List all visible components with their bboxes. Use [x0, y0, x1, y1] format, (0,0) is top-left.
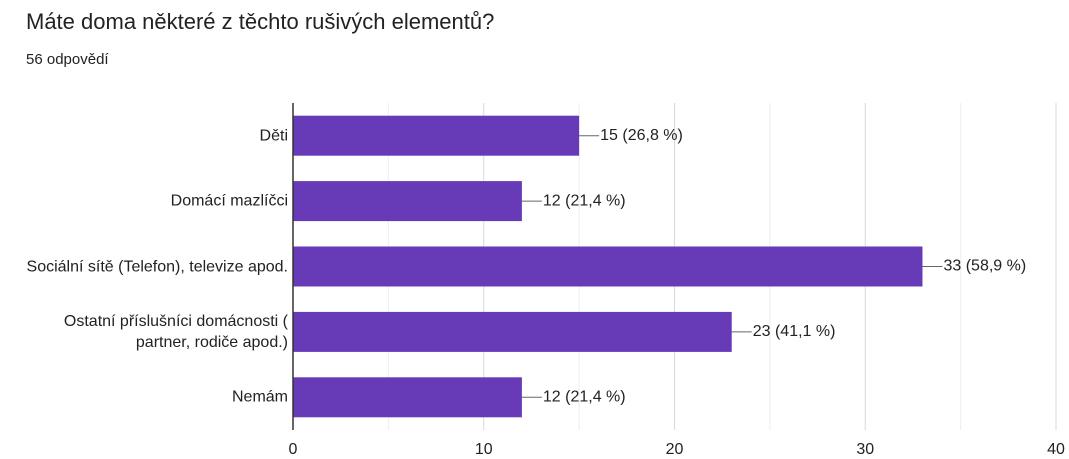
x-tick-label: 20 — [666, 441, 684, 458]
chart-title: Máte doma některé z těchto rušivých elem… — [26, 9, 494, 34]
x-tick-label: 10 — [475, 441, 493, 458]
y-tick-label: Ostatní příslušníci domácnosti ( partner… — [63, 312, 288, 351]
bar — [293, 115, 580, 156]
y-tick-label: Domácí mazlíčci — [170, 192, 288, 210]
y-tick-label: Nemám — [231, 388, 288, 406]
x-tick-label: 30 — [856, 441, 874, 458]
value-label: 33 (58,9 %) — [943, 258, 1026, 275]
y-tick-label: Sociální sítě (Telefon), televize apod. — [26, 258, 288, 275]
value-label: 15 (26,8 %) — [600, 127, 683, 144]
x-tick-label: 0 — [289, 441, 298, 458]
value-label: 12 (21,4 %) — [543, 389, 626, 406]
x-tick-label: 40 — [1047, 441, 1065, 458]
bar — [293, 377, 522, 418]
y-tick-label: Děti — [259, 127, 288, 145]
value-label: 12 (21,4 %) — [543, 192, 626, 209]
bar — [293, 246, 923, 287]
chart-subtitle: 56 odpovědí — [26, 51, 109, 68]
bar — [293, 181, 522, 222]
bar — [293, 311, 732, 352]
value-label: 23 (41,1 %) — [753, 323, 836, 340]
